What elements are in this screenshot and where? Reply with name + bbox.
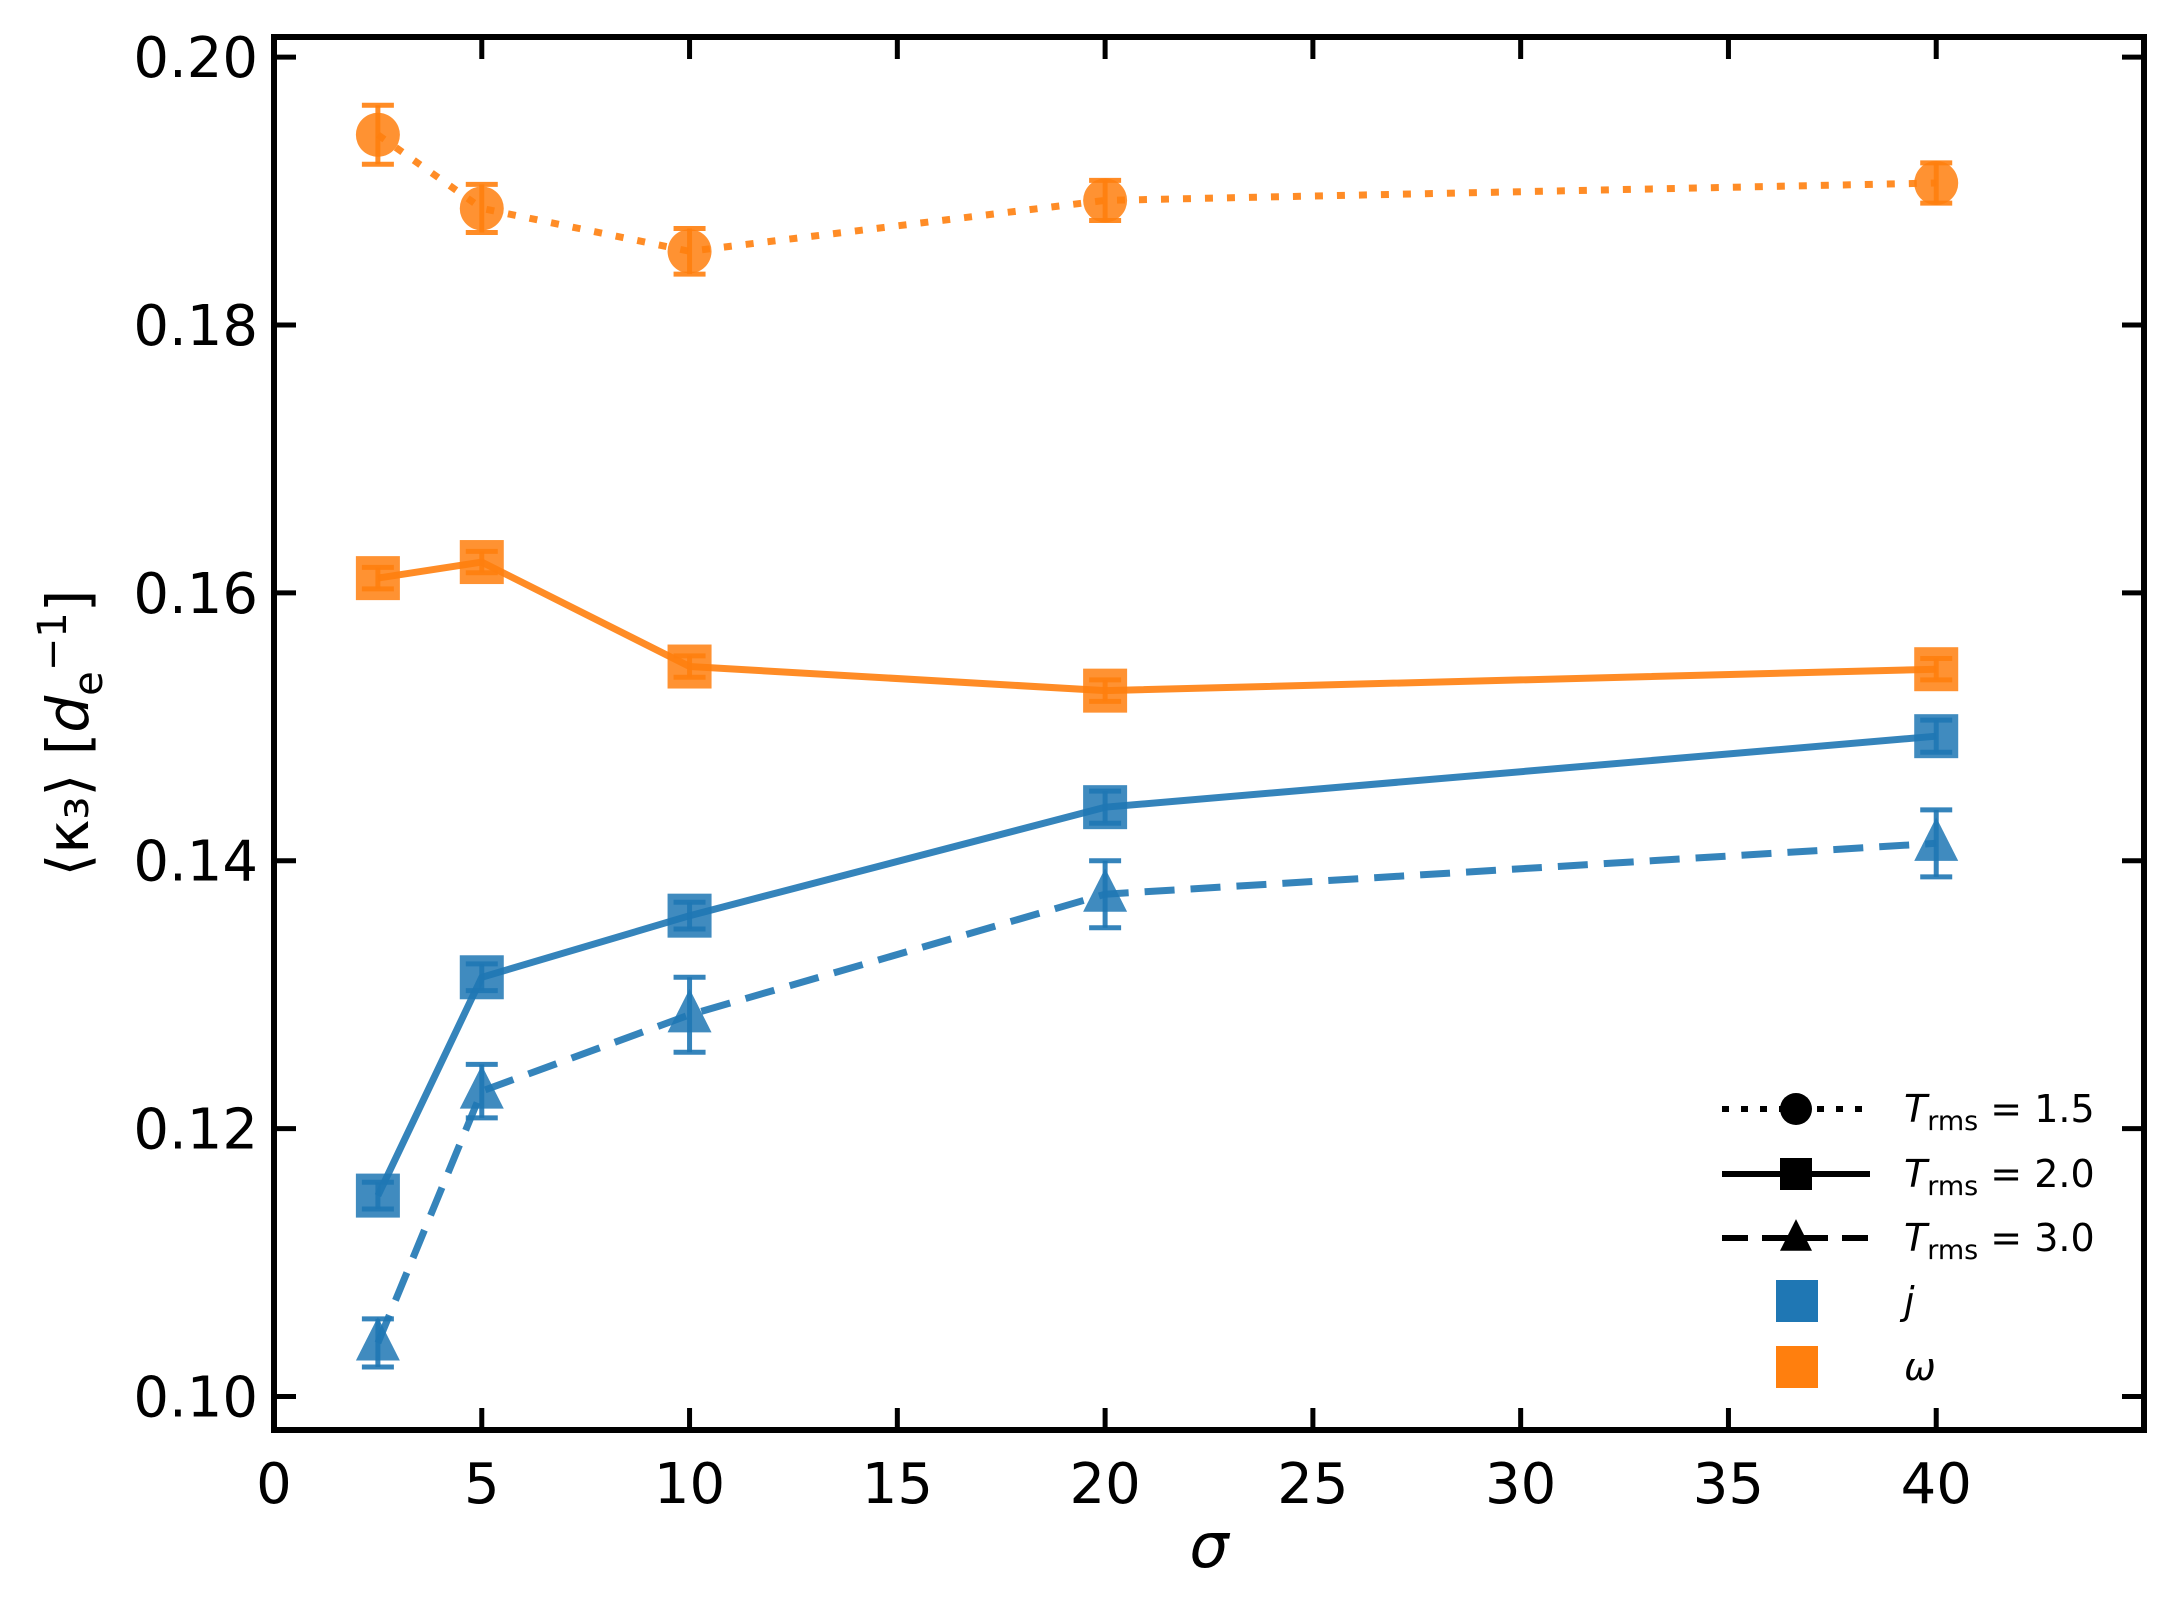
data-layer — [355, 102, 1959, 1370]
data-point — [459, 186, 504, 231]
legend-marker-sample — [1780, 1158, 1812, 1190]
data-point — [1914, 714, 1959, 759]
legend-label: Trms = 3.0 — [1904, 1216, 2095, 1266]
x-tick-label: 35 — [1693, 1452, 1764, 1517]
data-point — [1083, 668, 1128, 713]
data-point — [355, 1173, 400, 1218]
x-tick-label: 5 — [464, 1452, 500, 1517]
legend-label: ω — [1904, 1345, 1936, 1389]
data-point — [1914, 160, 1959, 205]
series-line-0 — [375, 131, 1937, 255]
x-tick-label: 25 — [1277, 1452, 1348, 1517]
x-tick-label: 10 — [654, 1452, 725, 1517]
data-point — [667, 893, 712, 938]
data-point — [667, 988, 712, 1033]
y-axis-label-bracket-close: ] — [34, 590, 102, 613]
legend-label: Trms = 2.0 — [1904, 1152, 2095, 1202]
data-point — [1083, 868, 1128, 912]
x-axis-label: σ — [1189, 1509, 1230, 1582]
ticks-layer: 0 5 10 15 20 25 30 35 40 0.10 0.12 0.14 0.16 0.18 0.20 — [133, 26, 2144, 1517]
y-tick-label: 0.12 — [133, 1098, 258, 1163]
legend-color-swatch — [1776, 1280, 1818, 1322]
data-point — [459, 540, 504, 585]
y-axis-label: ⟨κ₃⟩ [de−1] — [30, 590, 112, 877]
data-point — [355, 1317, 400, 1361]
series-3 — [355, 807, 1959, 1370]
legend-entry-trms-15: Trms = 1.5 — [1722, 1087, 2095, 1137]
data-point — [667, 644, 712, 689]
legend-marker-sample — [1780, 1219, 1812, 1251]
series-0 — [355, 102, 1959, 277]
data-point — [1914, 817, 1959, 861]
y-axis-label-main: ⟨κ₃⟩ — [34, 774, 102, 877]
data-point — [1914, 647, 1959, 692]
y-tick-label: 0.20 — [133, 26, 258, 91]
data-point — [459, 1065, 504, 1109]
legend-entry-trms-20: Trms = 2.0 — [1722, 1152, 2095, 1202]
y-axis-label-unit-sub: e — [66, 671, 112, 696]
x-tick-label: 20 — [1069, 1452, 1140, 1517]
series-line-3 — [374, 839, 1937, 1345]
x-tick-label: 30 — [1485, 1452, 1556, 1517]
data-point — [1083, 785, 1128, 830]
data-point — [355, 556, 400, 601]
series-1 — [355, 540, 1959, 713]
data-point — [1083, 178, 1128, 223]
svg-text:⟨κ₃⟩ [de−1]: ⟨κ₃⟩ [de−1] — [30, 590, 112, 877]
x-tick-label: 0 — [256, 1452, 292, 1517]
data-point — [355, 112, 400, 157]
y-axis-label-bracket-open: [ — [34, 733, 102, 756]
legend-entry-omega: ω — [1776, 1345, 1936, 1389]
x-tick-label: 40 — [1901, 1452, 1972, 1517]
legend-marker-sample — [1780, 1093, 1812, 1125]
data-point — [459, 955, 504, 1000]
y-tick-label: 0.14 — [133, 830, 258, 895]
legend-color-swatch — [1776, 1346, 1818, 1388]
series-2 — [355, 714, 1959, 1218]
plot-frame — [271, 34, 2147, 1433]
x-tick-label: 15 — [862, 1452, 933, 1517]
legend-entry-trms-30: Trms = 3.0 — [1722, 1216, 2095, 1266]
y-tick-label: 0.16 — [133, 562, 258, 627]
data-point — [667, 229, 712, 274]
y-axis-label-unit-sup: −1 — [30, 612, 76, 671]
y-tick-label: 0.18 — [133, 294, 258, 359]
y-tick-label: 0.10 — [133, 1366, 258, 1431]
y-axis-label-unit: d — [34, 695, 102, 733]
legend-label: Trms = 1.5 — [1904, 1087, 2095, 1137]
